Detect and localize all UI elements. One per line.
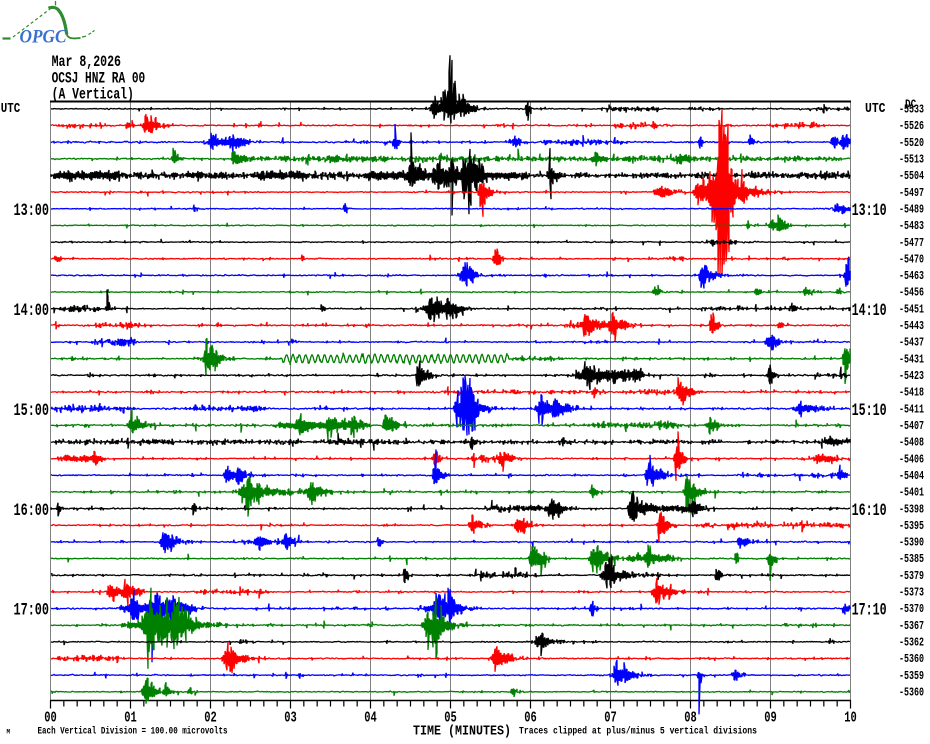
svg-text:-5431: -5431 (899, 353, 924, 366)
svg-text:14:10: 14:10 (852, 300, 887, 321)
svg-text:Traces clipped at plus/minus 5: Traces clipped at plus/minus 5 vertical … (519, 725, 757, 737)
svg-text:15:00: 15:00 (14, 399, 50, 420)
svg-text:-5360: -5360 (899, 653, 924, 666)
svg-text:UTC: UTC (865, 100, 886, 116)
svg-text:-5483: -5483 (899, 220, 924, 233)
svg-text:-5533: -5533 (899, 103, 924, 116)
svg-text:-5360: -5360 (899, 686, 924, 699)
svg-text:M: M (7, 728, 11, 735)
svg-text:-5395: -5395 (899, 520, 924, 533)
svg-text:01: 01 (124, 709, 137, 726)
svg-text:-5463: -5463 (899, 270, 924, 283)
svg-text:TIME (MINUTES): TIME (MINUTES) (413, 723, 511, 739)
svg-text:-5406: -5406 (899, 453, 924, 466)
svg-text:Each Vertical Division = 100.: Each Vertical Division = 100.00 microvol… (38, 725, 228, 737)
svg-text:17:10: 17:10 (852, 599, 887, 620)
svg-text:10: 10 (844, 709, 857, 726)
svg-text:-5423: -5423 (899, 370, 924, 383)
svg-text:02: 02 (204, 709, 217, 726)
svg-text:-5367: -5367 (899, 620, 924, 633)
svg-text:04: 04 (364, 709, 377, 726)
svg-text:DC: DC (905, 98, 916, 111)
svg-text:-5407: -5407 (899, 420, 924, 433)
svg-text:06: 06 (524, 709, 537, 726)
svg-text:-5504: -5504 (899, 170, 924, 183)
svg-text:UTC: UTC (1, 100, 21, 116)
svg-text:Mar 8,2026: Mar 8,2026 (52, 55, 121, 72)
svg-text:-5470: -5470 (899, 253, 924, 266)
svg-text:-5408: -5408 (899, 436, 924, 449)
svg-text:-5401: -5401 (899, 486, 924, 499)
svg-text:-5520: -5520 (899, 137, 924, 150)
svg-text:-5489: -5489 (899, 203, 924, 216)
svg-text:16:10: 16:10 (852, 499, 887, 520)
svg-text:-5443: -5443 (899, 320, 924, 333)
svg-text:-5379: -5379 (899, 570, 924, 583)
svg-text:14:00: 14:00 (14, 300, 50, 321)
svg-text:OPGC: OPGC (20, 28, 68, 48)
svg-text:-5390: -5390 (899, 536, 924, 549)
svg-text:13:10: 13:10 (852, 200, 887, 221)
svg-text:15:10: 15:10 (852, 399, 887, 420)
svg-text:-5370: -5370 (899, 603, 924, 616)
svg-text:07: 07 (604, 709, 617, 726)
svg-text:17:00: 17:00 (14, 599, 50, 620)
svg-text:-5451: -5451 (899, 303, 924, 316)
svg-text:-5411: -5411 (899, 403, 924, 416)
svg-text:-5373: -5373 (899, 586, 924, 599)
svg-text:OCSJ HNZ RA 00: OCSJ HNZ RA 00 (52, 71, 146, 88)
svg-text:-5362: -5362 (899, 636, 924, 649)
svg-text:-5404: -5404 (899, 470, 924, 483)
svg-text:-5456: -5456 (899, 286, 924, 299)
svg-text:-5385: -5385 (899, 553, 924, 566)
svg-text:(A Vertical): (A Vertical) (52, 87, 134, 104)
svg-text:-5398: -5398 (899, 503, 924, 516)
svg-text:-5497: -5497 (899, 186, 924, 199)
svg-text:16:00: 16:00 (14, 499, 50, 520)
svg-text:05: 05 (444, 709, 457, 726)
svg-text:-5526: -5526 (899, 120, 924, 133)
svg-text:09: 09 (764, 709, 777, 726)
svg-text:00: 00 (44, 709, 57, 726)
svg-text:-5437: -5437 (899, 336, 924, 349)
svg-text:-5418: -5418 (899, 386, 924, 399)
svg-text:-5513: -5513 (899, 153, 924, 166)
svg-text:08: 08 (684, 709, 697, 726)
svg-text:-5477: -5477 (899, 236, 924, 249)
svg-text:03: 03 (284, 709, 297, 726)
svg-text:13:00: 13:00 (14, 200, 50, 221)
svg-text:-5359: -5359 (899, 670, 924, 683)
